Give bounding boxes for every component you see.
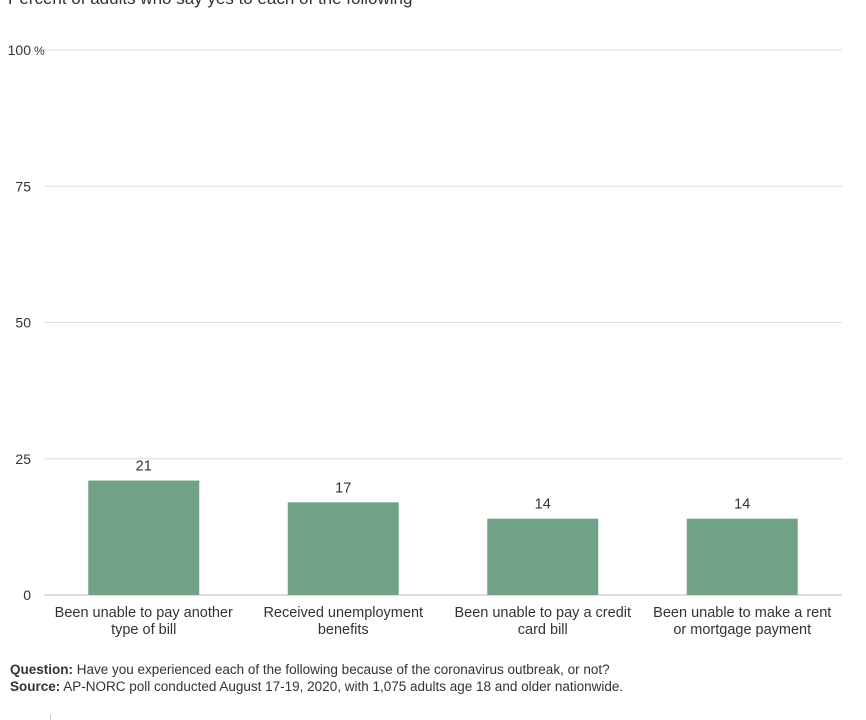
question-text: Have you experienced each of the followi… (76, 662, 610, 677)
x-tick-label: Been unable to pay a credit card bill (454, 605, 632, 638)
y-tick-label: 75 (15, 178, 31, 194)
x-tick-label: Been unable to pay another type of bill (54, 605, 233, 638)
source-note: Source: AP-NORC poll conducted August 17… (10, 679, 623, 694)
y-tick-label: 0 (23, 587, 31, 603)
x-tick-label: Received unemployment benefits (263, 605, 424, 638)
bar (686, 518, 798, 595)
data-label: 14 (535, 497, 551, 513)
y-tick-label: 50 (15, 315, 31, 331)
y-unit-label: % (34, 44, 45, 58)
question-label: Question: (10, 662, 73, 677)
question-note: Question: Have you experienced each of t… (10, 662, 610, 677)
bar (88, 480, 200, 595)
source-label: Source: (10, 679, 61, 694)
data-label: 14 (734, 497, 750, 513)
y-tick-label: 25 (15, 451, 31, 467)
x-tick-label: Been unable to make a rent or mortgage p… (653, 605, 832, 638)
chart-subtitle: Percent of adults who say yes to each of… (8, 0, 412, 9)
bar (287, 502, 399, 595)
bar (487, 518, 599, 595)
decorative-tick (50, 714, 51, 720)
y-tick-label: 100 (8, 42, 32, 58)
source-text: AP-NORC poll conducted August 17-19, 202… (63, 679, 624, 694)
data-label: 17 (335, 480, 351, 496)
data-label: 21 (136, 459, 152, 475)
